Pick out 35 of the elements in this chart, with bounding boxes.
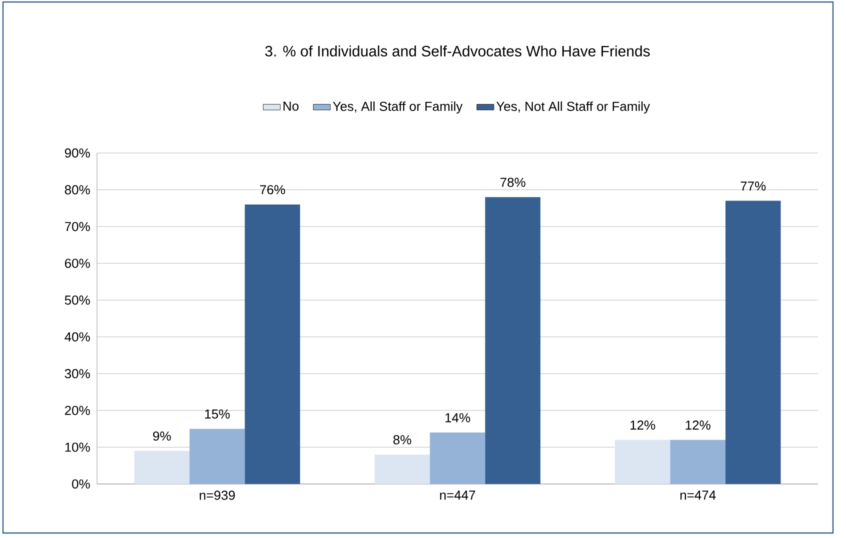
y-tick-label: 20% [64,406,90,416]
data-label: 8% [393,435,412,444]
data-label: 78% [500,178,526,187]
bar [244,204,300,484]
bar [670,440,726,484]
y-tick-label: 70% [65,222,90,232]
bar [190,428,245,484]
legend-label: Yes, All Staff or Family [332,101,463,114]
y-tick-label: 90% [64,148,90,158]
bar [134,450,190,484]
y-tick-label: 60% [64,258,90,268]
data-label: 76% [260,185,285,194]
data-label: 9% [153,431,171,441]
bar [430,432,486,484]
data-label: 14% [445,413,470,422]
chart-title: 3. % of Individuals and Self-Advocates Who Have Friends [265,45,650,56]
y-tick-label: 10% [65,442,90,452]
y-tick-label: 30% [64,369,90,378]
bar [374,454,430,484]
legend-label: Yes, Not All Staff or Family [496,101,650,114]
bar [725,200,781,484]
x-tick-label: n=939 [200,490,235,500]
data-label: 77% [740,182,766,191]
y-tick-label: 40% [64,332,90,342]
y-tick-label: 50% [64,296,90,305]
bar [485,197,540,484]
data-label: 15% [205,409,230,419]
x-tick-label: n=474 [680,490,716,500]
legend-label: No [284,102,299,111]
data-label: 12% [686,420,710,430]
y-tick-label: 0% [72,479,90,489]
bar [614,440,670,484]
data-label: 12% [630,420,656,430]
x-tick-label: n=447 [440,490,476,500]
y-tick-label: 80% [64,185,90,194]
